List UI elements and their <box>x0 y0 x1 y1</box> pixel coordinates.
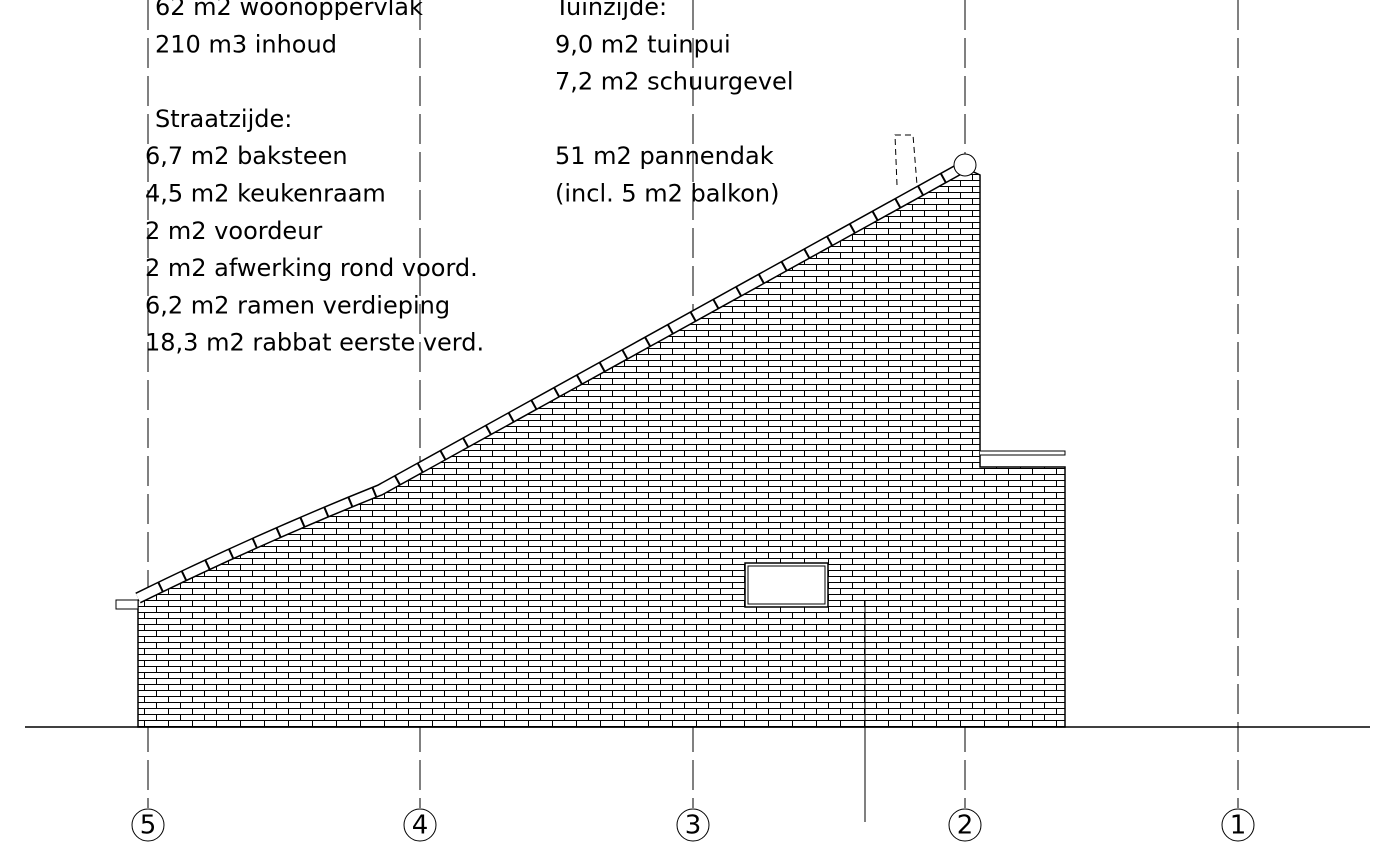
note-line: 18,3 m2 rabbat eerste verd. <box>145 329 484 357</box>
note-line: 9,0 m2 tuinpui <box>555 30 731 58</box>
axis-bubble <box>403 808 437 842</box>
axis-bubble <box>948 808 982 842</box>
note-line: Tuinzijde: <box>554 0 667 21</box>
note-line: 2 m2 voordeur <box>145 217 322 245</box>
ridge <box>953 153 977 177</box>
axis-label: 5 <box>140 811 157 841</box>
notes: 62 m2 woonoppervlak 210 m3 inhoud Straatzi… <box>145 0 794 357</box>
balcony <box>980 450 1066 468</box>
note-line: (incl. 5 m2 balkon) <box>555 180 779 208</box>
note-line: 6,2 m2 ramen verdieping <box>145 291 450 319</box>
axis-bubble <box>131 808 165 842</box>
note-line: 4,5 m2 keukenraam <box>145 180 386 208</box>
roof-tiles <box>136 162 968 603</box>
brick-wall <box>137 167 1066 728</box>
eave <box>115 599 139 610</box>
note-line: 210 m3 inhoud <box>155 30 337 58</box>
axis-bubble <box>1221 808 1255 842</box>
note-line: 7,2 m2 schuurgevel <box>555 68 794 96</box>
note-line: 6,7 m2 baksteen <box>145 142 348 170</box>
axis-label: 2 <box>957 811 974 841</box>
window-frame <box>747 565 826 605</box>
axis-label: 4 <box>412 811 429 841</box>
axis-label: 3 <box>685 811 702 841</box>
chimney <box>894 134 918 186</box>
note-line: 51 m2 pannendak <box>555 142 774 170</box>
note-line: 2 m2 afwerking rond voord. <box>145 254 478 282</box>
note-line: 62 m2 woonoppervlak <box>155 0 423 21</box>
window <box>744 562 829 608</box>
axis-bubble <box>676 808 710 842</box>
note-line: Straatzijde: <box>155 105 292 133</box>
axis-label: 1 <box>1230 811 1247 841</box>
